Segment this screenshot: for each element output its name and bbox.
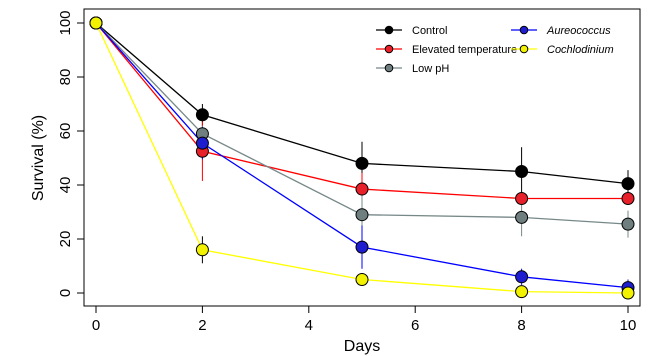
marker-cochlodinium-2 — [355, 273, 369, 286]
x-tick-label-3: 6 — [411, 317, 419, 334]
marker-cochlodinium-1 — [195, 243, 209, 257]
marker-cochlodinium-0 — [89, 16, 103, 30]
legend-label-elevated-temperature: Elevated temperature — [412, 44, 517, 56]
marker-aureococcus-1 — [195, 136, 209, 150]
legend-marker-elevated-temperature — [384, 44, 394, 54]
data-markers — [89, 16, 635, 300]
y-tick-label-0: 0 — [57, 289, 74, 297]
y-tick-label-5: 100 — [57, 10, 74, 35]
marker-aureococcus-2 — [355, 240, 369, 254]
marker-low-ph-3 — [515, 210, 529, 224]
marker-cochlodinium-3 — [515, 285, 529, 299]
marker-elevated-temperature-4 — [621, 192, 635, 205]
marker-control-4 — [621, 177, 635, 191]
legend-marker-aureococcus — [519, 25, 529, 35]
legend-label-low-ph: Low pH — [412, 63, 449, 75]
x-axis-label: Days — [344, 338, 380, 355]
x-tick-label-5: 10 — [620, 317, 637, 334]
marker-control-2 — [355, 156, 369, 170]
marker-control-1 — [195, 108, 209, 122]
marker-elevated-temperature-2 — [355, 182, 369, 196]
y-tick-label-1: 20 — [57, 231, 74, 248]
marker-control-3 — [515, 165, 529, 178]
legend-marker-control — [384, 25, 394, 35]
y-tick-label-3: 60 — [57, 123, 74, 140]
legend-label-aureococcus: Aureococcus — [546, 25, 611, 37]
y-axis-label: Survival (%) — [30, 115, 47, 201]
legend-label-control: Control — [412, 25, 447, 37]
marker-cochlodinium-4 — [621, 286, 635, 300]
marker-elevated-temperature-3 — [515, 192, 529, 205]
x-tick-label-2: 4 — [305, 317, 313, 334]
x-tick-label-0: 0 — [92, 317, 100, 334]
legend-marker-low-ph — [384, 63, 394, 73]
plot-frame — [83, 8, 641, 307]
x-tick-label-4: 8 — [517, 317, 525, 334]
error-bars — [201, 104, 629, 296]
marker-low-ph-4 — [621, 217, 635, 231]
y-tick-label-4: 80 — [57, 69, 74, 86]
marker-low-ph-2 — [355, 208, 369, 222]
legend-label-cochlodinium: Cochlodinium — [547, 44, 614, 56]
legend: Control Elevated temperature Low pH Aureoco… — [376, 25, 614, 75]
legend-marker-cochlodinium — [519, 44, 529, 54]
y-tick-label-2: 40 — [57, 177, 74, 194]
marker-aureococcus-3 — [515, 270, 529, 284]
x-tick-label-1: 2 — [198, 317, 206, 334]
